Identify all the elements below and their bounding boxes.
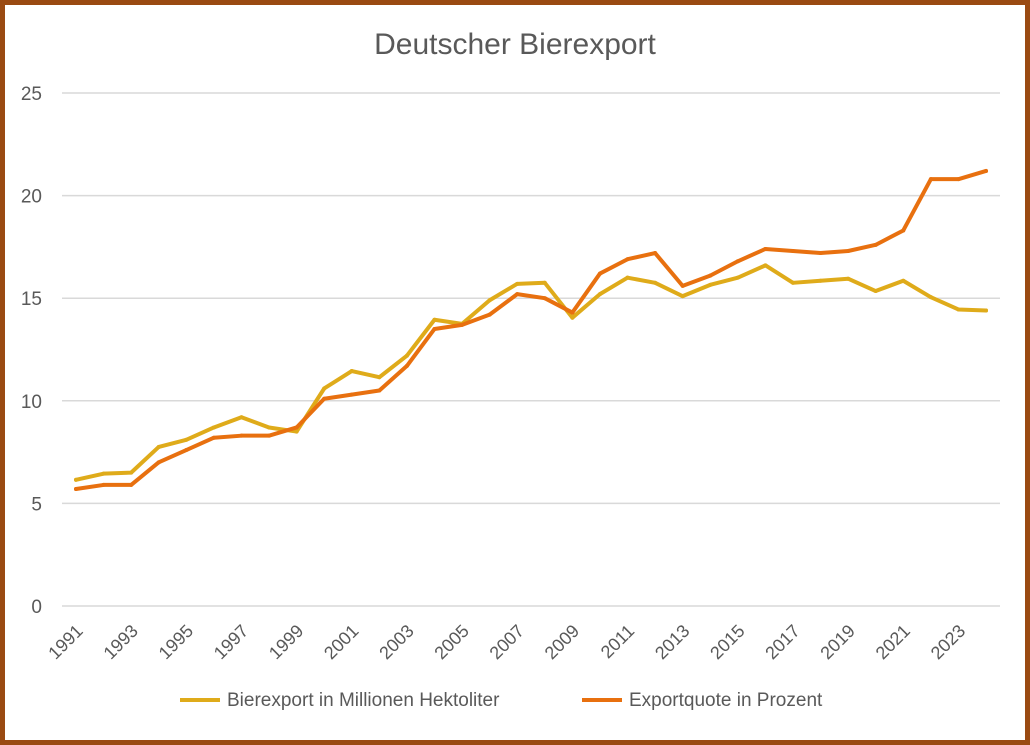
data-point bbox=[846, 276, 851, 281]
x-tick-label: 1999 bbox=[265, 621, 307, 663]
data-point bbox=[294, 425, 299, 430]
x-tick-label: 2011 bbox=[597, 621, 639, 663]
data-point bbox=[653, 280, 658, 285]
data-point bbox=[211, 435, 216, 440]
data-point bbox=[735, 259, 740, 264]
chart-title: Deutscher Bierexport bbox=[374, 28, 656, 61]
data-point bbox=[129, 482, 134, 487]
x-tick-label: 2003 bbox=[375, 621, 417, 663]
data-point bbox=[708, 282, 713, 287]
data-point bbox=[846, 249, 851, 254]
x-tick-label: 2019 bbox=[816, 621, 858, 663]
data-point bbox=[377, 388, 382, 393]
data-point bbox=[322, 386, 327, 391]
x-tick-label: 2015 bbox=[706, 621, 748, 663]
data-point bbox=[901, 228, 906, 233]
data-point bbox=[570, 310, 575, 315]
data-point bbox=[873, 289, 878, 294]
data-point bbox=[597, 292, 602, 297]
data-point bbox=[404, 363, 409, 368]
data-point bbox=[680, 283, 685, 288]
data-point bbox=[928, 295, 933, 300]
data-point bbox=[597, 271, 602, 276]
data-point bbox=[487, 298, 492, 303]
data-point bbox=[267, 433, 272, 438]
data-point bbox=[625, 275, 630, 280]
data-point bbox=[487, 312, 492, 317]
data-point bbox=[873, 242, 878, 247]
x-tick-label: 1997 bbox=[210, 621, 252, 663]
x-tick-label: 2023 bbox=[927, 621, 969, 663]
data-point bbox=[763, 263, 768, 268]
y-tick-label: 20 bbox=[21, 187, 42, 208]
data-point bbox=[763, 246, 768, 251]
data-point bbox=[460, 322, 465, 327]
data-point bbox=[708, 273, 713, 278]
y-tick-label: 5 bbox=[31, 494, 42, 515]
data-point bbox=[377, 375, 382, 380]
data-point bbox=[570, 315, 575, 320]
data-point bbox=[211, 425, 216, 430]
data-point bbox=[515, 292, 520, 297]
data-point bbox=[901, 278, 906, 283]
data-point bbox=[818, 251, 823, 256]
data-point bbox=[404, 353, 409, 358]
data-point bbox=[101, 471, 106, 476]
data-point bbox=[267, 425, 272, 430]
legend-label: Bierexport in Millionen Hektoliter bbox=[227, 690, 500, 711]
data-point bbox=[432, 317, 437, 322]
x-tick-label: 1991 bbox=[44, 621, 86, 663]
data-point bbox=[790, 280, 795, 285]
x-tick-label: 2005 bbox=[430, 621, 472, 663]
x-tick-label: 1995 bbox=[155, 621, 197, 663]
data-point bbox=[129, 470, 134, 475]
data-point bbox=[184, 437, 189, 442]
legend-label: Exportquote in Prozent bbox=[629, 690, 823, 711]
x-tick-label: 2007 bbox=[486, 621, 528, 663]
data-point bbox=[928, 177, 933, 182]
data-point bbox=[956, 307, 961, 312]
legend: Bierexport in Millionen Hektoliter Export… bbox=[180, 690, 823, 711]
data-point bbox=[101, 482, 106, 487]
x-tick-label: 2021 bbox=[872, 621, 914, 663]
data-point bbox=[74, 487, 78, 492]
data-point bbox=[184, 448, 189, 453]
y-tick-label: 10 bbox=[21, 392, 42, 413]
data-point bbox=[984, 308, 988, 313]
y-tick-label: 0 bbox=[31, 597, 42, 618]
data-point bbox=[542, 296, 547, 301]
data-point bbox=[984, 168, 988, 173]
data-point bbox=[349, 369, 354, 374]
data-point bbox=[653, 251, 658, 256]
data-point bbox=[322, 396, 327, 401]
data-point bbox=[294, 429, 299, 434]
data-point bbox=[349, 392, 354, 397]
data-point bbox=[680, 294, 685, 299]
y-tick-label: 15 bbox=[21, 289, 42, 310]
data-point bbox=[239, 433, 244, 438]
x-tick-label: 2001 bbox=[320, 621, 362, 663]
data-point bbox=[818, 278, 823, 283]
data-point bbox=[790, 249, 795, 254]
series-line bbox=[74, 263, 988, 482]
data-point bbox=[515, 281, 520, 286]
data-point bbox=[956, 177, 961, 182]
data-point bbox=[74, 477, 78, 482]
data-point bbox=[542, 280, 547, 285]
series-line bbox=[74, 168, 988, 492]
data-point bbox=[239, 415, 244, 420]
data-point bbox=[156, 444, 161, 449]
data-point bbox=[735, 275, 740, 280]
x-tick-label: 2013 bbox=[651, 621, 693, 663]
y-tick-label: 25 bbox=[21, 84, 42, 105]
x-tick-label: 2017 bbox=[761, 621, 803, 663]
data-point bbox=[625, 257, 630, 262]
x-tick-label: 1993 bbox=[100, 621, 142, 663]
data-point bbox=[156, 460, 161, 465]
data-point bbox=[432, 326, 437, 331]
x-tick-label: 2009 bbox=[541, 621, 583, 663]
